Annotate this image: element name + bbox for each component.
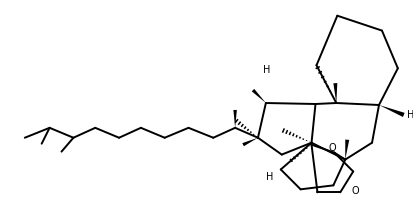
- Polygon shape: [378, 105, 404, 117]
- Text: O: O: [328, 143, 335, 153]
- Text: H: H: [406, 110, 413, 120]
- Polygon shape: [233, 110, 236, 128]
- Polygon shape: [344, 140, 349, 159]
- Text: H: H: [263, 65, 270, 75]
- Polygon shape: [251, 89, 265, 103]
- Polygon shape: [332, 83, 337, 103]
- Polygon shape: [242, 138, 257, 146]
- Text: H: H: [266, 172, 273, 182]
- Text: O: O: [351, 186, 358, 196]
